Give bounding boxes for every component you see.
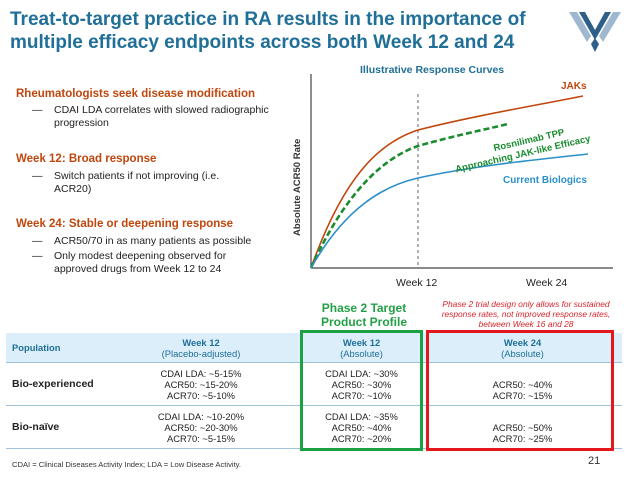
page-number: 21 (588, 455, 601, 467)
table-row: Bio-naïve CDAI LDA: ~10-20% ACR50: ~20-3… (6, 405, 622, 449)
cell-value: ACR70: ~10% (331, 389, 392, 401)
bullet-acr50-70: — ACR50/70 in as many patients as possibl… (32, 235, 252, 247)
cell-value: ACR50: ~30% (331, 378, 392, 390)
cell-value: ACR70: ~25% (492, 432, 553, 444)
phase2-week24-highlight-box (426, 330, 614, 451)
cell-bio-naive-target24: ACR50: ~50% ACR70: ~25% (423, 405, 622, 449)
section-heading-week12: Week 12: Broad response (16, 153, 157, 165)
cell-bio-naive-week12: CDAI LDA: ~10-20% ACR50: ~20-30% ACR70: … (102, 405, 300, 449)
header-week12-sub: (Placebo-adjusted) (161, 347, 241, 359)
cell-value: ACR70: ~20% (331, 432, 392, 444)
header-target-week12: Week 12 (Absolute) (300, 333, 423, 363)
cell-bio-exp-week12: CDAI LDA: ~5-15% ACR50: ~15-20% ACR70: ~… (102, 362, 300, 406)
cell-value: ACR50: ~15-20% (164, 378, 238, 390)
efficacy-table: Population Week 12 (Placebo-adjusted) We… (6, 333, 622, 449)
x-tick-week24: Week 24 (526, 277, 567, 289)
x-tick-week12: Week 12 (396, 277, 437, 289)
table-row: Bio-experienced CDAI LDA: ~5-15% ACR50: … (6, 362, 622, 406)
header-population: Population (6, 333, 102, 363)
bullet-switch-patients: — Switch patients if not improving (i.e. … (32, 170, 220, 195)
cell-value: ACR70: ~5-15% (166, 432, 235, 444)
row-label-bio-experienced: Bio-experienced (6, 362, 102, 406)
y-axis-label: Absolute ACR50 Rate (292, 139, 303, 236)
cell-value: CDAI LDA: ~10-20% (157, 410, 245, 422)
jaks-label: JAKs (561, 81, 587, 92)
cell-value: ACR50: ~40% (331, 421, 392, 433)
header-week12-placebo: Week 12 (Placebo-adjusted) (102, 333, 300, 363)
bullet-modest-deepening: — Only modest deepening observed for appr… (32, 250, 227, 275)
rosnilimab-curve (309, 122, 509, 269)
biologics-curve (310, 153, 589, 269)
bullet-cdai-lda: — CDAI LDA correlates with slowed radiogr… (32, 104, 269, 129)
phase2-design-note: Phase 2 trial design only allows for sus… (441, 299, 611, 329)
cell-value: ACR50: ~20-30% (164, 421, 238, 433)
phase2-week12-highlight-box (300, 330, 423, 451)
cell-value: ACR50: ~50% (492, 421, 553, 433)
phase2-target-title: Phase 2 Target Product Profile (320, 301, 407, 329)
cell-bio-exp-target24: ACR50: ~40% ACR70: ~15% (423, 362, 622, 406)
table-header-row: Population Week 12 (Placebo-adjusted) We… (6, 333, 622, 363)
header-target-week24-title: Week 24 (503, 336, 542, 348)
chart-title: Illustrative Response Curves (360, 64, 505, 76)
cell-bio-naive-target12: CDAI LDA: ~35% ACR50: ~40% ACR70: ~20% (300, 405, 423, 449)
header-target-week12-title: Week 12 (342, 336, 381, 348)
header-week12-title: Week 12 (182, 336, 220, 348)
slide-title: Treat-to-target practice in RA results i… (10, 9, 526, 53)
header-target-week12-sub: (Absolute) (340, 347, 383, 359)
row-label-bio-naive: Bio-naïve (6, 405, 102, 449)
jaks-curve (310, 95, 584, 269)
cell-value: ACR70: ~15% (492, 389, 553, 401)
cell-value: CDAI LDA: ~30% (325, 367, 398, 379)
section-heading-week24: Week 24: Stable or deepening response (16, 218, 234, 230)
response-curves-chart: Absolute ACR50 Rate JAKs Rosnilimab TPP … (292, 74, 613, 289)
footnote: CDAI = Clinical Diseases Activity Index;… (12, 460, 242, 469)
header-target-week24: Week 24 (Absolute) (423, 333, 622, 363)
cell-bio-exp-target12: CDAI LDA: ~30% ACR50: ~30% ACR70: ~10% (300, 362, 423, 406)
section-heading-disease-modification: Rheumatologists seek disease modificatio… (16, 88, 256, 100)
company-logo-icon (569, 12, 621, 52)
cell-value: CDAI LDA: ~35% (325, 410, 398, 422)
cell-value: ACR50: ~40% (492, 378, 553, 390)
cell-value: CDAI LDA: ~5-15% (160, 367, 242, 379)
header-target-week24-sub: (Absolute) (501, 347, 544, 359)
cell-value: ACR70: ~5-10% (166, 389, 235, 401)
biologics-label: Current Biologics (503, 175, 587, 186)
